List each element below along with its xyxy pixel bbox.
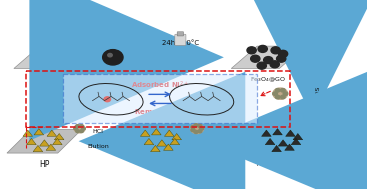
Circle shape <box>280 88 285 92</box>
Polygon shape <box>47 130 57 136</box>
Circle shape <box>74 124 85 133</box>
Text: Fe$_3$O$_4$: Fe$_3$O$_4$ <box>103 69 123 78</box>
Text: VTMOS: VTMOS <box>316 86 321 108</box>
Circle shape <box>275 88 280 92</box>
Polygon shape <box>40 140 49 146</box>
Text: HP-Ni(II): HP-Ni(II) <box>148 160 176 167</box>
Polygon shape <box>23 130 33 136</box>
Circle shape <box>198 130 202 133</box>
Polygon shape <box>286 130 295 136</box>
Text: Adsorbed Ni$^{2+}$: Adsorbed Ni$^{2+}$ <box>131 80 189 91</box>
Circle shape <box>191 125 195 129</box>
Text: Remove Ni$^{2+}$: Remove Ni$^{2+}$ <box>134 106 186 118</box>
Polygon shape <box>291 138 301 145</box>
Text: Fe$_3$O$_4$@GO@VTMOS: Fe$_3$O$_4$@GO@VTMOS <box>256 160 310 169</box>
Circle shape <box>275 95 280 99</box>
Circle shape <box>53 58 60 63</box>
Polygon shape <box>124 129 199 153</box>
Polygon shape <box>293 133 303 140</box>
Circle shape <box>81 127 85 130</box>
Circle shape <box>104 97 110 102</box>
Circle shape <box>190 124 203 133</box>
Circle shape <box>194 130 198 133</box>
Circle shape <box>42 58 48 63</box>
Circle shape <box>74 127 77 130</box>
Circle shape <box>273 88 288 99</box>
Polygon shape <box>34 129 44 135</box>
Circle shape <box>76 125 80 127</box>
Circle shape <box>103 50 123 65</box>
Polygon shape <box>262 130 271 136</box>
Polygon shape <box>164 130 174 136</box>
Text: GO: GO <box>45 75 57 84</box>
Polygon shape <box>14 46 88 68</box>
Circle shape <box>257 62 266 69</box>
Circle shape <box>279 50 288 57</box>
Circle shape <box>280 95 285 99</box>
Polygon shape <box>170 138 180 145</box>
Polygon shape <box>46 144 56 150</box>
Polygon shape <box>246 129 320 153</box>
Circle shape <box>251 55 260 62</box>
Circle shape <box>48 49 54 54</box>
Circle shape <box>271 47 280 54</box>
Polygon shape <box>54 133 64 140</box>
Bar <box>26 71 290 127</box>
Polygon shape <box>172 133 182 140</box>
Circle shape <box>264 57 273 64</box>
Text: 24h 200°C: 24h 200°C <box>162 40 199 46</box>
Circle shape <box>59 49 65 54</box>
Circle shape <box>191 129 195 132</box>
Circle shape <box>198 124 202 127</box>
Polygon shape <box>231 46 305 68</box>
Polygon shape <box>278 140 288 146</box>
Polygon shape <box>152 129 161 135</box>
FancyBboxPatch shape <box>177 32 184 36</box>
Polygon shape <box>27 138 36 145</box>
Text: HCl: HCl <box>92 129 103 134</box>
Circle shape <box>273 92 277 95</box>
Circle shape <box>194 124 198 127</box>
Text: HP: HP <box>39 160 50 169</box>
Circle shape <box>200 127 204 130</box>
Circle shape <box>76 130 80 132</box>
Polygon shape <box>141 130 150 136</box>
Circle shape <box>80 125 83 127</box>
Polygon shape <box>144 138 154 145</box>
FancyBboxPatch shape <box>175 34 186 45</box>
Bar <box>63 74 257 123</box>
Text: Polymerize: Polymerize <box>206 144 240 149</box>
Polygon shape <box>52 138 62 145</box>
Text: Elution: Elution <box>87 144 109 149</box>
Polygon shape <box>265 138 275 145</box>
Polygon shape <box>150 145 160 152</box>
Polygon shape <box>272 145 281 152</box>
Circle shape <box>277 55 286 62</box>
Polygon shape <box>285 144 294 150</box>
Text: Fe$_3$O$_4$@GO: Fe$_3$O$_4$@GO <box>250 75 286 84</box>
Polygon shape <box>157 140 167 146</box>
Text: +: + <box>87 51 98 64</box>
Circle shape <box>270 61 279 68</box>
Circle shape <box>37 49 43 54</box>
Polygon shape <box>7 129 82 153</box>
Circle shape <box>283 92 288 95</box>
Circle shape <box>108 53 112 57</box>
Text: 6h 50°C: 6h 50°C <box>210 129 236 134</box>
Polygon shape <box>164 144 173 150</box>
Polygon shape <box>273 129 282 135</box>
Circle shape <box>80 130 83 132</box>
Circle shape <box>258 45 267 52</box>
Polygon shape <box>33 145 43 152</box>
Circle shape <box>247 47 256 54</box>
